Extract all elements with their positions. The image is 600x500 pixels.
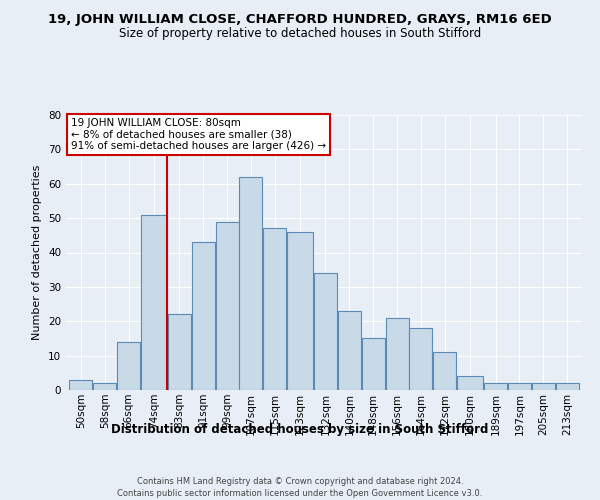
Bar	[433, 352, 456, 390]
Bar	[239, 177, 262, 390]
Bar	[141, 214, 167, 390]
Text: 19, JOHN WILLIAM CLOSE, CHAFFORD HUNDRED, GRAYS, RM16 6ED: 19, JOHN WILLIAM CLOSE, CHAFFORD HUNDRED…	[48, 12, 552, 26]
Text: 19 JOHN WILLIAM CLOSE: 80sqm
← 8% of detached houses are smaller (38)
91% of sem: 19 JOHN WILLIAM CLOSE: 80sqm ← 8% of det…	[71, 118, 326, 151]
Bar	[362, 338, 385, 390]
Bar	[93, 383, 116, 390]
Bar	[287, 232, 313, 390]
Y-axis label: Number of detached properties: Number of detached properties	[32, 165, 43, 340]
Bar	[215, 222, 239, 390]
Bar	[386, 318, 409, 390]
Bar	[556, 383, 578, 390]
Bar	[263, 228, 286, 390]
Bar	[70, 380, 92, 390]
Text: Size of property relative to detached houses in South Stifford: Size of property relative to detached ho…	[119, 28, 481, 40]
Bar	[117, 342, 140, 390]
Bar	[508, 383, 531, 390]
Bar	[314, 273, 337, 390]
Text: Contains HM Land Registry data © Crown copyright and database right 2024.: Contains HM Land Registry data © Crown c…	[137, 478, 463, 486]
Bar	[532, 383, 555, 390]
Bar	[192, 242, 215, 390]
Bar	[409, 328, 433, 390]
Bar	[457, 376, 483, 390]
Bar	[484, 383, 507, 390]
Text: Contains public sector information licensed under the Open Government Licence v3: Contains public sector information licen…	[118, 489, 482, 498]
Bar	[168, 314, 191, 390]
Bar	[338, 311, 361, 390]
Text: Distribution of detached houses by size in South Stifford: Distribution of detached houses by size …	[112, 422, 488, 436]
